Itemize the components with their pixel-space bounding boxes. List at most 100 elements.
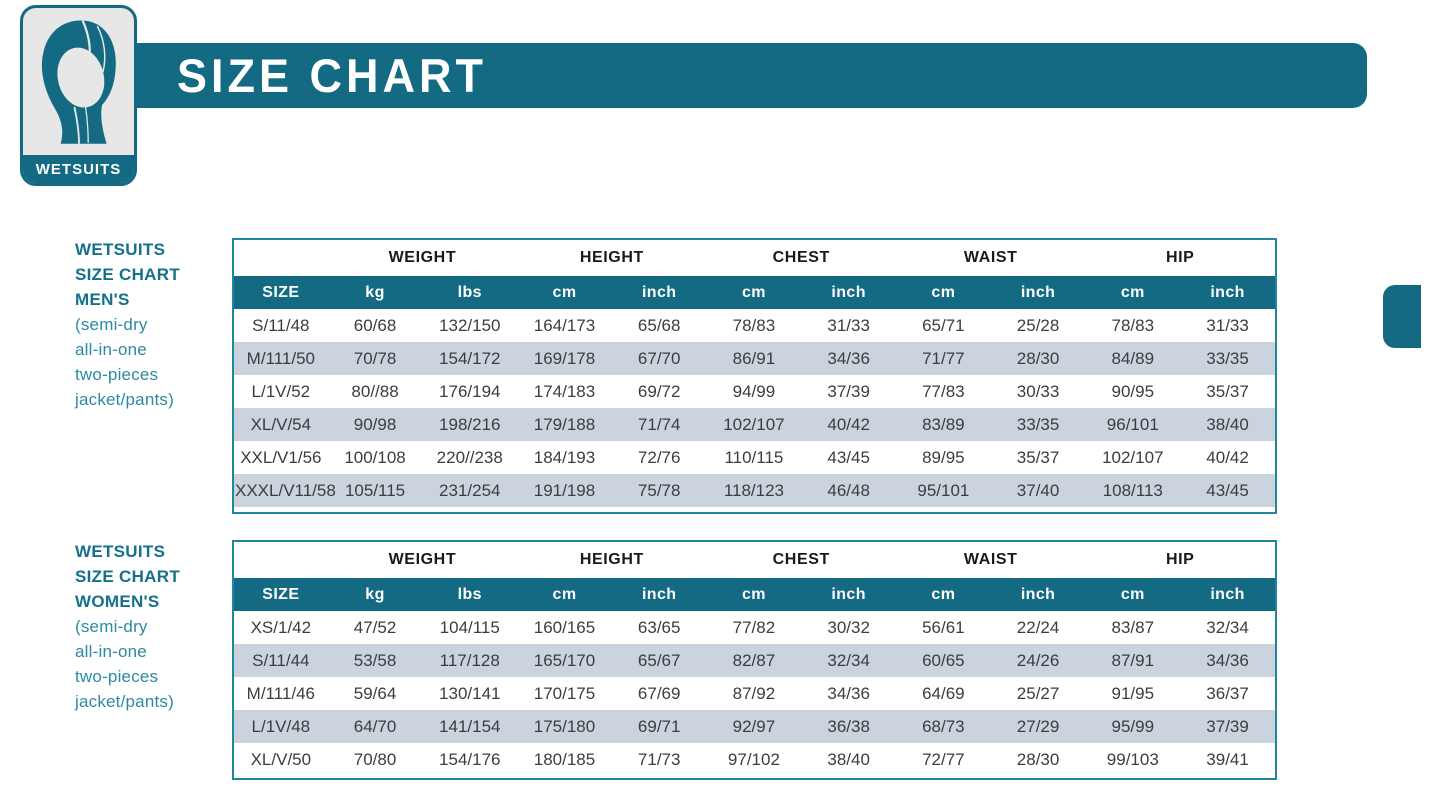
group-header-cell: HEIGHT	[517, 542, 707, 578]
size-cell: 70/78	[353, 348, 397, 368]
size-cell: 99/103	[1106, 749, 1159, 769]
size-cell: 43/45	[1206, 480, 1249, 500]
size-cell: 102/107	[723, 414, 785, 434]
side-label-line: WETSUITS	[75, 240, 166, 259]
unit-header-cell: kg	[327, 578, 423, 611]
size-cell: 24/26	[1016, 650, 1060, 670]
size-cell: 77/82	[732, 617, 776, 637]
size-row: XL/V/54 90/98 198/216 179/188 71/74 102/107 40…	[234, 408, 1275, 441]
size-row: XXXL/V11/58 105/115 231/254 191/198 75/78 118…	[234, 474, 1275, 507]
unit-header-cell: cm	[706, 276, 802, 309]
size-cell: 60/65	[922, 650, 965, 670]
size-cell: 71/74	[637, 414, 681, 434]
size-cell: 38/40	[827, 749, 870, 769]
size-cell: 33/35	[1206, 348, 1249, 368]
size-cell: 75/78	[637, 480, 681, 500]
side-label-line: SIZE CHART	[75, 567, 180, 586]
size-cell: 65/71	[922, 315, 965, 335]
size-cell: 108/113	[1102, 480, 1163, 500]
size-cell: XXXL/V11/58	[235, 480, 336, 500]
size-cell: 31/33	[1206, 315, 1249, 335]
size-row: L/1V/48 64/70 141/154 175/180 69/71 92/97 36/3…	[234, 710, 1275, 743]
size-cell: 72/77	[922, 749, 965, 769]
size-cell: 117/128	[439, 650, 500, 670]
size-cell: 25/27	[1016, 683, 1060, 703]
unit-header-cell: cm	[517, 276, 612, 309]
size-cell: S/11/48	[252, 315, 310, 335]
unit-header-cell: kg	[327, 276, 423, 309]
size-cell: 169/178	[533, 348, 596, 368]
womens-side-label: WETSUITS SIZE CHART WOMEN'S (semi-dry all-i…	[75, 539, 230, 714]
size-cell: 86/91	[732, 348, 776, 368]
size-cell: 34/36	[1206, 650, 1249, 670]
size-cell: 69/72	[637, 381, 681, 401]
size-cell: S/11/44	[252, 650, 310, 670]
size-cell: 37/40	[1016, 480, 1060, 500]
size-cell: 96/101	[1106, 414, 1159, 434]
badge-label: WETSUITS	[35, 160, 122, 178]
size-cell: 77/83	[922, 381, 965, 401]
size-cell: 56/61	[922, 617, 965, 637]
size-cell: 91/95	[1111, 683, 1155, 703]
unit-header-cell: cm	[896, 276, 991, 309]
side-label-line: SIZE CHART	[75, 265, 180, 284]
side-label-line: two-pieces	[75, 365, 159, 384]
size-row: XS/1/42 47/52 104/115 160/165 63/65 77/82 30/3…	[234, 611, 1275, 644]
size-cell: 104/115	[439, 617, 500, 637]
size-cell: 27/29	[1016, 716, 1060, 736]
size-cell: 170/175	[533, 683, 596, 703]
size-cell: 191/198	[533, 480, 596, 500]
size-cell: 30/33	[1016, 381, 1060, 401]
side-label-light-lines: (semi-dry all-in-one two-pieces jacket/pant…	[75, 614, 230, 714]
size-cell: 39/41	[1206, 749, 1249, 769]
size-cell: 94/99	[732, 381, 776, 401]
side-label-line: (semi-dry	[75, 617, 148, 636]
size-cell: 132/150	[439, 315, 501, 335]
group-header-cell: WEIGHT	[327, 240, 518, 276]
unit-header-cell: lbs	[422, 276, 518, 309]
group-header-cell: HIP	[1085, 542, 1275, 578]
size-cell: 32/34	[1206, 617, 1249, 637]
size-cell: 65/68	[637, 315, 681, 335]
size-row: XL/V/50 70/80 154/176 180/185 71/73 97/102 38/…	[234, 743, 1275, 776]
size-cell: 64/70	[353, 716, 397, 736]
unit-header-cell: lbs	[422, 578, 518, 611]
size-row: M/111/46 59/64 130/141 170/175 67/69 87/92 34/…	[234, 677, 1275, 710]
size-cell: 43/45	[827, 447, 870, 467]
size-cell: 154/172	[439, 348, 501, 368]
wetsuits-badge: WETSUITS	[20, 5, 137, 186]
size-cell: 198/216	[439, 414, 501, 434]
side-label-line: WOMEN'S	[75, 592, 160, 611]
size-cell: 72/76	[637, 447, 681, 467]
size-cell: 95/101	[917, 480, 970, 500]
size-cell: 87/91	[1111, 650, 1155, 670]
side-label-light-lines: (semi-dry all-in-one two-pieces jacket/pant…	[75, 312, 230, 412]
size-cell: 95/99	[1111, 716, 1155, 736]
size-cell: 180/185	[533, 749, 596, 769]
size-cell: 38/40	[1206, 414, 1249, 434]
unit-header-cell: inch	[611, 276, 707, 309]
size-cell: 28/30	[1016, 348, 1060, 368]
size-cell: 40/42	[827, 414, 870, 434]
group-header-row: WEIGHT HEIGHT CHEST WAIST HIP	[234, 542, 1275, 578]
size-cell: 154/176	[439, 749, 501, 769]
size-cell: 63/65	[637, 617, 681, 637]
womens-size-table: WEIGHT HEIGHT CHEST WAIST HIP SIZE kg lbs cm inch…	[232, 540, 1277, 780]
size-row: L/1V/52 80//88 176/194 174/183 69/72 94/99 37/…	[234, 375, 1275, 408]
size-cell: 78/83	[732, 315, 776, 335]
unit-header-cell: cm	[706, 578, 802, 611]
size-cell: 130/141	[439, 683, 501, 703]
side-label-bold-lines: WETSUITS SIZE CHART MEN'S	[75, 237, 230, 312]
size-cell: 31/33	[827, 315, 870, 335]
size-cell: 82/87	[732, 650, 776, 670]
size-cell: 141/154	[439, 716, 501, 736]
size-cell: 69/71	[637, 716, 681, 736]
size-cell: 110/115	[724, 447, 784, 467]
size-cell: 22/24	[1016, 617, 1060, 637]
group-header-spacer	[234, 240, 328, 276]
title-banner: SIZE CHART	[125, 43, 1367, 108]
side-label-line: MEN'S	[75, 290, 130, 309]
side-label-line: jacket/pants)	[75, 390, 174, 409]
size-table-grid: WEIGHT HEIGHT CHEST WAIST HIP SIZE kg lbs cm inch…	[234, 240, 1275, 507]
size-cell: 118/123	[723, 480, 785, 500]
